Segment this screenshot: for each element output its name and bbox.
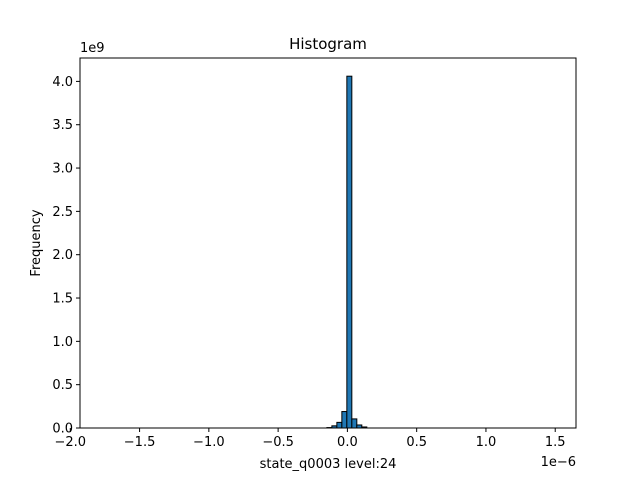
y-axis-label: Frequency bbox=[29, 209, 44, 276]
y-offset-label: 1e9 bbox=[80, 41, 105, 56]
x-tick-label: −2.0 bbox=[55, 435, 87, 450]
x-tick-label: 0.0 bbox=[337, 435, 358, 450]
histogram-bar bbox=[336, 421, 343, 429]
y-tick-label: 3.0 bbox=[52, 162, 73, 177]
y-axis-ticks: 0.0 0.5 1.0 1.5 2.0 2.5 3.0 3.5 4.0 bbox=[52, 75, 80, 437]
x-tick-label: −1.0 bbox=[193, 435, 225, 450]
y-tick-label: 2.5 bbox=[52, 205, 73, 220]
x-tick-label: 0.5 bbox=[406, 435, 427, 450]
histogram-bar bbox=[341, 411, 348, 429]
x-axis-label: state_q0003 level:24 bbox=[260, 457, 397, 472]
x-offset-label: 1e−6 bbox=[541, 455, 576, 470]
histogram-bar bbox=[351, 418, 358, 429]
x-tick-label: −0.5 bbox=[262, 435, 294, 450]
y-tick-label: 1.0 bbox=[52, 335, 73, 350]
x-tick-label: 1.5 bbox=[545, 435, 566, 450]
x-tick-label: −1.5 bbox=[124, 435, 156, 450]
histogram-bar bbox=[346, 75, 353, 429]
y-tick-label: 0.5 bbox=[52, 378, 73, 393]
plot-frame bbox=[79, 57, 577, 429]
chart-title: Histogram bbox=[289, 35, 367, 53]
y-tick-label: 1.5 bbox=[52, 292, 73, 307]
x-axis-ticks: −2.0 −1.5 −1.0 −0.5 0.0 0.5 1.0 1.5 bbox=[55, 428, 566, 450]
y-tick-label: 4.0 bbox=[52, 75, 73, 90]
x-tick-label: 1.0 bbox=[476, 435, 497, 450]
y-tick-label: 3.5 bbox=[52, 118, 73, 133]
y-tick-label: 0.0 bbox=[52, 422, 73, 437]
y-tick-label: 2.0 bbox=[52, 248, 73, 263]
